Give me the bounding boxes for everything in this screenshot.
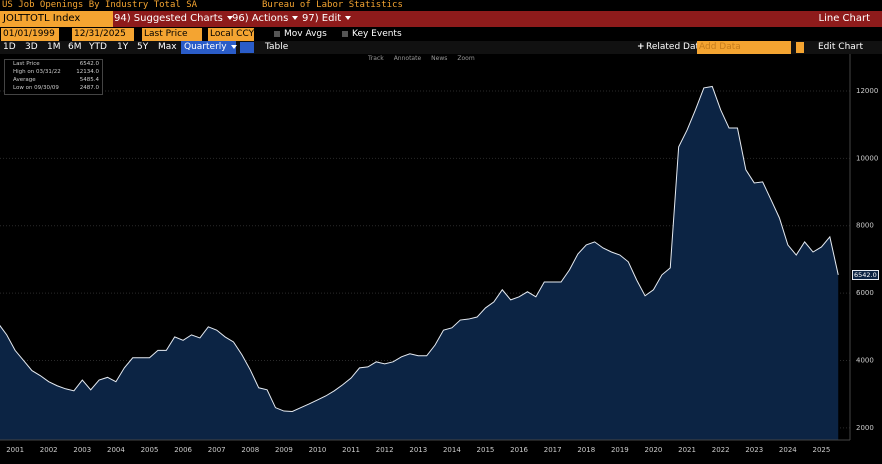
title: US Job Openings By Industry Total SA: [2, 0, 198, 10]
x-tick-label: 2023: [745, 446, 763, 454]
label: Quarterly: [184, 42, 227, 52]
range-button[interactable]: 6M: [68, 42, 82, 52]
key-events[interactable]: Key Events: [342, 28, 402, 41]
chart-tool[interactable]: Annotate: [393, 55, 422, 62]
header: US Job Openings By Industry Total SA Bur…: [0, 0, 882, 11]
y-tick-label: 2000: [856, 424, 874, 432]
x-tick-label: 2006: [174, 446, 192, 454]
legend-row: Low on 09/30/09 2487.0: [5, 84, 102, 92]
area: [0, 86, 839, 440]
x-tick-label: 2015: [477, 446, 495, 454]
legend-value: 12134.0: [76, 69, 99, 75]
chart-tool[interactable]: News: [431, 55, 448, 62]
x-tick-label: 2008: [241, 446, 259, 454]
range-button[interactable]: 1D: [3, 42, 16, 52]
x-tick-label: 2019: [611, 446, 629, 454]
edit[interactable]: 97) Edit: [302, 11, 352, 27]
y-tick-label: 10000: [856, 154, 878, 162]
actions[interactable]: 96) Actions: [232, 11, 299, 27]
legend-label: Low on 09/30/09: [13, 85, 59, 91]
frequency[interactable]: Quarterly: [181, 41, 237, 54]
x-tick-label: 2012: [376, 446, 394, 454]
y-tick-label: 4000: [856, 356, 874, 364]
start-date[interactable]: 01/01/1999: [1, 28, 59, 41]
x-tick-label: 2016: [510, 446, 528, 454]
table[interactable]: Table: [265, 42, 289, 52]
end-date[interactable]: 12/31/2025: [72, 28, 134, 41]
x-tick-label: 2002: [40, 446, 58, 454]
x-tick-label: 2017: [544, 446, 562, 454]
toolbar: JOLTTOTL Index 94) Suggested Charts 96) …: [0, 11, 882, 27]
x-tick-label: 2013: [409, 446, 427, 454]
y-tick-label: 8000: [856, 222, 874, 230]
y-tick-label: 12000: [856, 87, 878, 95]
label: 96) Actions: [232, 13, 289, 24]
range-bar: 1D 3D 1M 6M YTD 1Y 5Y Max Quarterly Table + Rel…: [0, 41, 882, 54]
legend-row: High on 03/31/22 12134.0: [5, 68, 102, 76]
last-price-tag: 6542.0: [852, 269, 879, 280]
legend-value: 6542.0: [79, 61, 99, 67]
chart-tools: Track Annotate News Zoom: [368, 55, 485, 62]
chart-icon[interactable]: [240, 42, 254, 53]
y-tick-label: 6000: [856, 289, 874, 297]
x-tick-label: 2022: [712, 446, 730, 454]
controls: 01/01/1999 12/31/2025 Last Price Local C…: [0, 28, 882, 41]
plus-icon: +: [637, 42, 645, 52]
related-data[interactable]: Related Dat: [646, 42, 700, 52]
chart-type: Line Chart: [818, 13, 871, 24]
legend-label: Last Price: [13, 61, 40, 67]
legend: Last Price 6542.0 High on 03/31/22 12134.0 A…: [4, 59, 103, 95]
range-button[interactable]: 5Y: [137, 42, 149, 52]
legend-value: 2487.0: [79, 85, 99, 91]
x-tick-label: 2001: [6, 446, 24, 454]
suggested-charts[interactable]: 94) Suggested Charts: [114, 11, 233, 27]
x-tick-label: 2011: [342, 446, 360, 454]
chart-tool[interactable]: Zoom: [457, 55, 475, 62]
edit-chart[interactable]: Edit Chart: [818, 42, 864, 52]
range-button[interactable]: 3D: [25, 42, 38, 52]
field[interactable]: Last Price: [142, 28, 202, 41]
legend-value: 5485.4: [79, 77, 99, 83]
x-tick-label: 2014: [443, 446, 461, 454]
add-data-button[interactable]: [796, 42, 804, 53]
mov-avgs[interactable]: Mov Avgs: [274, 28, 327, 41]
legend-label: High on 03/31/22: [13, 69, 61, 75]
x-tick-label: 2018: [577, 446, 595, 454]
range-button[interactable]: 1M: [47, 42, 61, 52]
x-tick-label: 2010: [309, 446, 327, 454]
line: [0, 85, 839, 412]
label: Mov Avgs: [284, 29, 327, 39]
legend-row: Average 5485.4: [5, 76, 102, 84]
x-tick-label: 2004: [107, 446, 125, 454]
x-tick-label: 2007: [208, 446, 226, 454]
x-tick-label: 2009: [275, 446, 293, 454]
chart: 2000 4000 6000 8000 10000 12000 2001 2002 2003 20…: [0, 54, 878, 454]
range-button[interactable]: Max: [158, 42, 177, 52]
legend-row: Last Price 6542.0: [5, 60, 102, 68]
label: Key Events: [352, 29, 402, 39]
currency[interactable]: Local CCY: [208, 28, 255, 41]
ticker[interactable]: JOLTTOTL Index: [0, 11, 113, 27]
x-tick-label: 2005: [141, 446, 159, 454]
source: Bureau of Labor Statistics: [262, 0, 403, 10]
range-button[interactable]: YTD: [89, 42, 107, 52]
x-tick-label: 2024: [779, 446, 797, 454]
chart-tool[interactable]: Track: [368, 55, 384, 62]
x-tick-label: 2020: [645, 446, 663, 454]
legend-label: Average: [13, 77, 36, 83]
label: 97) Edit: [302, 13, 342, 24]
x-tick-label: 2025: [813, 446, 831, 454]
label: 94) Suggested Charts: [114, 13, 223, 24]
x-tick-label: 2021: [678, 446, 696, 454]
add-data[interactable]: Add Data: [697, 41, 791, 54]
x-tick-label: 2003: [73, 446, 91, 454]
range-button[interactable]: 1Y: [117, 42, 129, 52]
